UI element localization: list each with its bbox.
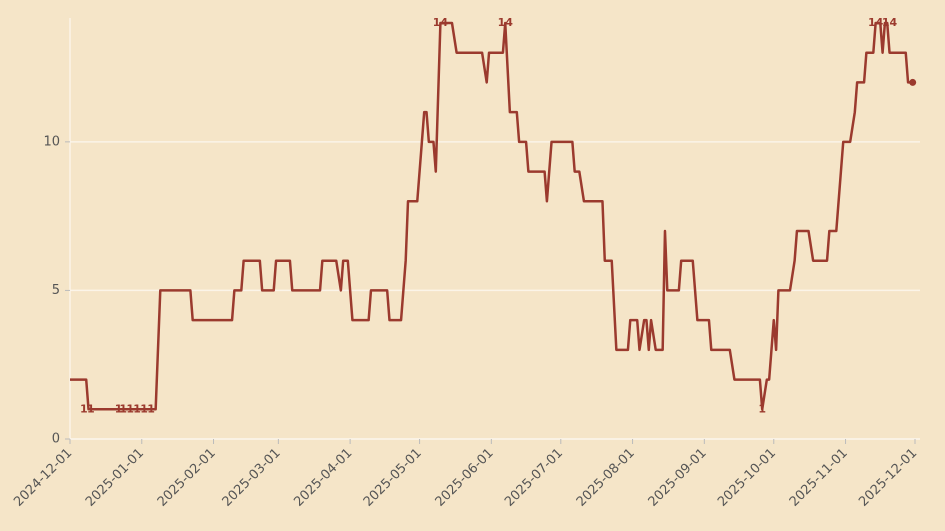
data-label: 14	[433, 16, 449, 29]
y-tick-label: 10	[43, 134, 60, 149]
end-point	[909, 78, 917, 86]
data-label: 1	[119, 402, 127, 415]
line	[70, 21, 913, 411]
data-label: 1	[758, 402, 766, 415]
y-tick-label: 5	[52, 283, 60, 298]
data-label: 14	[882, 16, 898, 29]
data-label: 1	[126, 402, 134, 415]
data-label: 1	[140, 402, 148, 415]
data-label: 1	[115, 402, 123, 415]
y-tick-label: 0	[52, 432, 60, 447]
data-label: 1	[80, 402, 88, 415]
data-label: 1	[147, 402, 155, 415]
data-label: 1	[87, 402, 95, 415]
data-label: 14	[868, 16, 884, 29]
data-label: 14	[498, 16, 514, 29]
data-label: 1	[133, 402, 141, 415]
